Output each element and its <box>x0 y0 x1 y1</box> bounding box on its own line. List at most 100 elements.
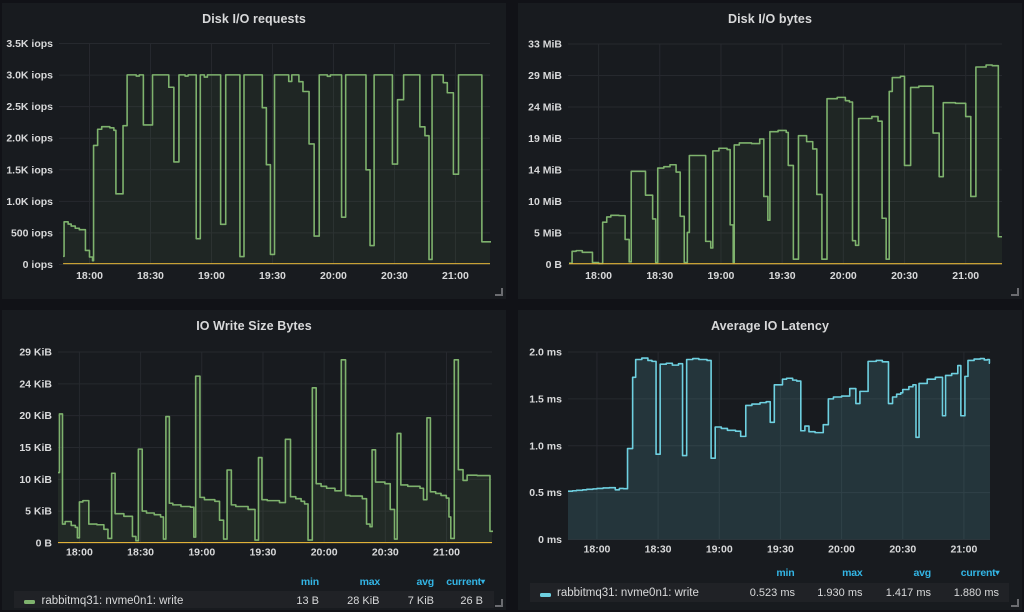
x-tick-label: 21:00 <box>433 547 460 559</box>
x-tick-label: 18:30 <box>645 544 672 556</box>
legend-value-max: 1.930 ms <box>817 587 863 599</box>
y-tick-label: 2.5K iops <box>6 101 53 113</box>
legend-row <box>14 590 494 608</box>
y-tick-label: 0 ms <box>538 534 562 546</box>
series-line-rabbitmq31: nvme0n1: write <box>568 357 991 493</box>
legend-header-current[interactable]: current▾ <box>960 567 1000 579</box>
y-tick-label: 20 KiB <box>19 410 52 422</box>
legend-average-io-latency: min max avg current▾ rabbitmq31: nvme0n1… <box>518 310 1022 610</box>
x-tick-label: 18:30 <box>646 270 673 282</box>
y-tick-label: 0.5 ms <box>529 487 562 499</box>
legend-row <box>530 583 1009 602</box>
y-tick-label: 15 KiB <box>19 442 52 454</box>
x-tick-label: 18:00 <box>66 547 93 559</box>
y-tick-label: 29 MiB <box>528 70 562 82</box>
x-tick-label: 19:00 <box>708 270 735 282</box>
legend-value-max: 28 KiB <box>347 595 380 607</box>
y-tick-label: 2.0K iops <box>6 133 53 145</box>
sort-desc-icon: ▾ <box>480 577 485 586</box>
series-fill-rabbitmq31: nvme0n1: write <box>568 358 990 540</box>
chart-average-io-latency: 0 ms 0.5 ms 1.0 ms 1.5 ms 2.0 ms 18:00 18:30 19… <box>529 347 991 556</box>
x-tick-label: 19:00 <box>198 270 225 282</box>
x-tick-label: 20:00 <box>828 544 855 556</box>
y-tick-label: 0 B <box>546 259 563 271</box>
legend-header-min[interactable]: min <box>776 567 795 579</box>
x-tick-label: 20:30 <box>381 270 408 282</box>
chart-disk-io-requests: 0 iops 500 iops 1.0K iops 1.5K iops 2.0K iop… <box>6 38 491 282</box>
x-tick-label: 20:00 <box>320 270 347 282</box>
y-tick-label: 29 KiB <box>19 347 52 359</box>
chart-disk-io-bytes: 0 B 5 MiB 10 MiB 14 MiB 19 MiB 24 MiB 29 MiB 33… <box>528 39 1002 282</box>
panel-average-io-latency: Average IO Latency 0 ms 0.5 ms 1.0 ms 1.5 m… <box>518 310 1022 610</box>
x-tick-label: 21:00 <box>442 270 469 282</box>
panel-title-average-io-latency[interactable]: Average IO Latency <box>710 319 830 333</box>
x-tick-label: 18:30 <box>137 270 164 282</box>
y-tick-label: 2.0 ms <box>529 347 562 359</box>
y-tick-label: 1.0K iops <box>6 196 53 208</box>
x-tick-label: 20:30 <box>891 270 918 282</box>
x-tick-label: 19:00 <box>188 547 215 559</box>
chart-io-write-size-bytes: 0 B 5 KiB 10 KiB 15 KiB 20 KiB 24 KiB 29 KiB 18… <box>19 347 493 559</box>
panel-disk-io-bytes: Disk I/O bytes 0 B 5 MiB 10 MiB 14 MiB 19 Mi… <box>518 3 1022 299</box>
legend-value-current: 1.880 ms <box>953 587 999 599</box>
legend-value-avg: 7 KiB <box>407 595 434 607</box>
legend-header-avg[interactable]: avg <box>913 567 932 579</box>
legend-swatch-write[interactable] <box>539 592 551 597</box>
legend-io-write-size-bytes: min max avg current▾ rabbitmq31: nvme0n1… <box>2 310 506 610</box>
y-tick-label: 0 B <box>36 538 53 550</box>
x-tick-label: 18:00 <box>76 270 103 282</box>
y-tick-label: 1.5K iops <box>6 164 53 176</box>
legend-value-min: 13 B <box>296 595 319 607</box>
x-tick-label: 21:00 <box>952 270 979 282</box>
y-tick-label: 19 MiB <box>528 133 562 145</box>
panel-resize-handle-icon[interactable] <box>1011 288 1019 296</box>
y-tick-label: 14 MiB <box>528 165 562 177</box>
y-tick-label: 1.5 ms <box>529 393 562 405</box>
x-tick-label: 18:00 <box>584 544 611 556</box>
legend-header-avg[interactable]: avg <box>416 576 435 588</box>
x-tick-label: 20:30 <box>889 544 916 556</box>
x-tick-label: 20:00 <box>311 547 338 559</box>
legend-header-max[interactable]: max <box>359 576 381 588</box>
y-tick-label: 3.0K iops <box>6 70 53 82</box>
y-tick-label: 24 KiB <box>19 378 52 390</box>
y-tick-label: 3.5K iops <box>6 38 53 50</box>
sort-desc-icon: ▾ <box>995 568 1000 577</box>
legend-header-current[interactable]: current▾ <box>446 576 485 588</box>
legend-series-name[interactable]: rabbitmq31: nvme0n1: write <box>41 594 184 607</box>
legend-swatch-write[interactable] <box>23 600 35 604</box>
panel-title-disk-io-requests[interactable]: Disk I/O requests <box>202 12 306 26</box>
panel-title-io-write-size-bytes[interactable]: IO Write Size Bytes <box>196 319 312 333</box>
panel-io-write-size-bytes: IO Write Size Bytes 0 B 5 KiB 10 KiB 15 KiB… <box>2 310 506 610</box>
series-fill-write <box>569 65 1002 265</box>
legend-series-name[interactable]: rabbitmq31: nvme0n1: write <box>557 586 699 599</box>
legend-header-min[interactable]: min <box>300 576 319 588</box>
y-tick-label: 24 MiB <box>528 102 562 114</box>
panel-resize-handle-icon[interactable] <box>1011 599 1019 607</box>
legend-value-avg: 1.417 ms <box>885 587 931 599</box>
y-tick-label: 5 KiB <box>25 506 52 518</box>
x-tick-label: 19:30 <box>767 544 794 556</box>
series-fill-rabbitmq31: nvme0n1: write <box>58 359 493 543</box>
x-tick-label: 18:00 <box>585 270 612 282</box>
y-tick-label: 5 MiB <box>534 228 562 240</box>
x-tick-label: 20:00 <box>830 270 857 282</box>
y-tick-label: 33 MiB <box>528 39 562 51</box>
y-tick-label: 1.0 ms <box>529 440 562 452</box>
legend-header-max[interactable]: max <box>842 567 863 579</box>
x-tick-label: 20:30 <box>372 547 399 559</box>
panel-disk-io-requests: Disk I/O requests 0 iops 500 iops 1.0K iop… <box>2 3 506 299</box>
legend-value-min: 0.523 ms <box>749 587 795 599</box>
panel-resize-handle-icon[interactable] <box>495 288 503 296</box>
panel-title-disk-io-bytes[interactable]: Disk I/O bytes <box>727 12 813 26</box>
panel-resize-handle-icon[interactable] <box>495 599 503 607</box>
series-line-write <box>63 74 491 262</box>
x-tick-label: 19:30 <box>259 270 286 282</box>
legend-value-current: 26 B <box>460 595 483 607</box>
series-line-rabbitmq31: nvme0n1: write <box>58 359 493 542</box>
x-tick-label: 19:00 <box>706 544 733 556</box>
y-tick-label: 0 iops <box>23 259 54 271</box>
y-tick-label: 10 KiB <box>19 474 52 486</box>
y-tick-label: 10 MiB <box>528 196 562 208</box>
x-tick-label: 18:30 <box>127 547 154 559</box>
